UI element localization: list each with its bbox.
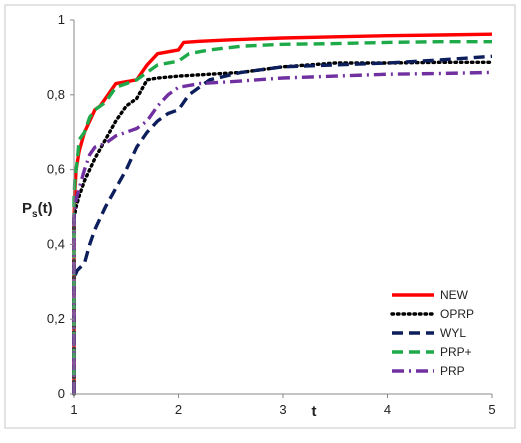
x-tick-label: 2 (175, 402, 182, 417)
y-axis-title: Ps(t) (22, 200, 53, 220)
y-axis-ticks: 0 0,2 0,4 0,6 0,8 1 (47, 12, 74, 401)
series-line-prp-plus (72, 40, 492, 394)
x-tick-label: 4 (384, 402, 391, 417)
y-tick-label: 0,6 (47, 162, 65, 177)
x-tick-label: 1 (70, 402, 77, 417)
series-line-prp (72, 70, 493, 394)
series-line-oprp (72, 60, 494, 396)
legend-label: WYL (440, 326, 466, 340)
y-axis-title-subscript: s (32, 209, 38, 220)
x-axis-ticks: 1 2 3 4 5 (70, 394, 496, 417)
legend-label: OPRP (440, 307, 474, 321)
chart-frame (4, 4, 516, 429)
y-axis-title-tail: (t) (38, 200, 53, 217)
series-line-wyl (72, 54, 493, 394)
y-tick-label: 1 (58, 12, 65, 27)
legend: NEW OPRP WYL PRP+ PRP (390, 288, 474, 378)
legend-label: PRP (440, 364, 465, 378)
x-tick-label: 5 (488, 402, 495, 417)
y-tick-label: 0 (58, 386, 65, 401)
x-axis-title: t (312, 403, 317, 420)
y-tick-label: 0,4 (47, 236, 65, 251)
y-axis-title-main: P (22, 200, 32, 217)
y-tick-label: 0,8 (47, 87, 65, 102)
series-layer (72, 32, 494, 396)
x-tick-label: 3 (279, 402, 286, 417)
legend-label: NEW (440, 288, 469, 302)
legend-label: PRP+ (440, 345, 472, 359)
y-tick-label: 0,2 (47, 311, 65, 326)
